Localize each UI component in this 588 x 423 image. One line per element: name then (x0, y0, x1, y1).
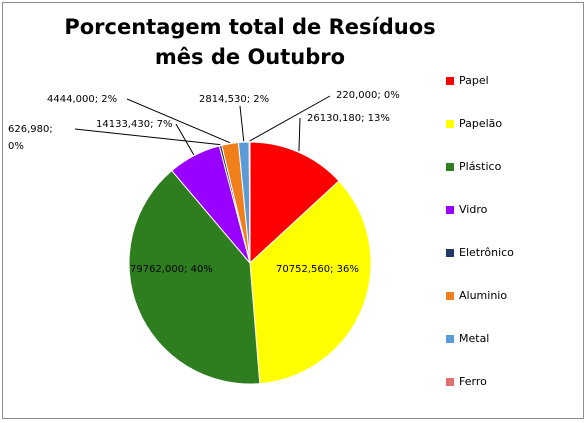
legend-item-ferro: Ferro (440, 373, 580, 416)
leader-line-metal (239, 105, 245, 142)
leader-line-papel (298, 117, 301, 152)
legend-swatch (446, 120, 454, 128)
leader-lines (74, 95, 331, 155)
pie-slices (128, 141, 372, 385)
data-label-plastico: 79762,000; 40% (130, 264, 213, 275)
legend-swatch (446, 77, 454, 85)
data-label-papelao: 70752,560; 36% (276, 264, 359, 275)
leader-line-vidro (175, 123, 195, 155)
pie-slice-papel (249, 141, 340, 265)
legend-swatch (446, 249, 454, 257)
legend-item-vidro: Vidro (440, 201, 580, 244)
leader-line-eletronico (74, 128, 221, 146)
legend-swatch (446, 378, 454, 386)
data-labels: 26130,180; 13% 70752,560; 36% 79762,000; 4… (8, 90, 400, 275)
legend-label: Plástico (459, 160, 502, 173)
chart-title: Porcentagem total de Resíduos mês de Out… (64, 15, 436, 69)
legend-item-papel: Papel (440, 72, 580, 115)
legend-swatch (446, 163, 454, 171)
legend-swatch (446, 335, 454, 343)
legend-label: Eletrônico (459, 246, 514, 259)
pie-slice-ferro (248, 141, 251, 264)
legend-item-aluminio: Aluminio (440, 287, 580, 330)
legend-label: Papel (459, 74, 489, 87)
legend-label: Ferro (459, 375, 487, 388)
leader-line-ferro (249, 95, 331, 142)
legend-item-eletronico: Eletrônico (440, 244, 580, 287)
legend-label: Vidro (459, 203, 488, 216)
legend-swatch (446, 206, 454, 214)
legend-label: Aluminio (459, 289, 508, 302)
legend-swatch (446, 292, 454, 300)
pie-slice-papelao (249, 180, 372, 385)
data-label-metal: 2814,530; 2% (199, 94, 269, 105)
legend-item-papelao: Papelão (440, 115, 580, 158)
pie-slice-plastico (128, 169, 261, 385)
legend-item-plastico: Plástico (440, 158, 580, 201)
data-label-aluminio: 4444,000; 2% (47, 94, 117, 105)
legend-item-metal: Metal (440, 330, 580, 373)
legend-label: Papelão (459, 117, 503, 130)
legend: Papel Papelão Plástico Vidro Eletrônico Alumi… (440, 72, 580, 416)
data-label-papel: 26130,180; 13% (307, 113, 390, 124)
leader-line-aluminio (126, 98, 231, 144)
legend-label: Metal (459, 332, 490, 345)
data-label-eletronico: 626,980; 0% (8, 124, 53, 152)
data-label-vidro: 14133,430; 7% (96, 119, 173, 130)
data-label-ferro: 220,000; 0% (336, 90, 400, 101)
